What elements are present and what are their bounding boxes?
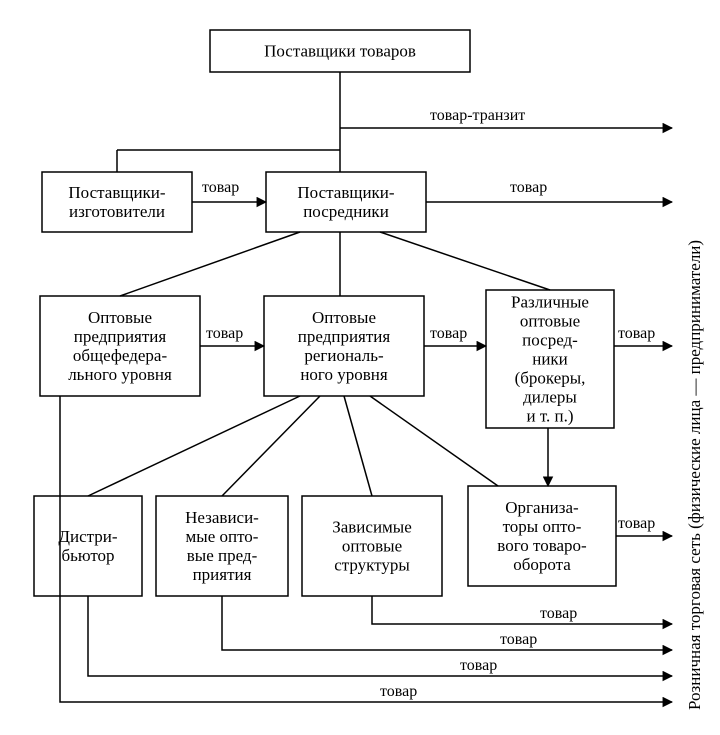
node-top: Поставщики товаров — [210, 30, 470, 72]
edge-l2b-b4 — [370, 396, 498, 486]
edge-mid1-l2a — [120, 232, 300, 296]
node-l2c: Различныеоптовыепосред-ники(брокеры,диле… — [486, 290, 614, 428]
node-top-label: Поставщики товаров — [264, 42, 416, 61]
edge-l2b-b3 — [344, 396, 372, 496]
edge-l2b-b2 — [222, 396, 320, 496]
node-b3-label: Зависимыеоптовыеструктуры — [332, 518, 412, 575]
edge-b2-out-label: товар — [500, 631, 537, 648]
edge-l2b-l2c-label: товар — [430, 325, 467, 342]
node-b2-label: Независи-мые опто-вые пред-приятия — [185, 508, 259, 584]
node-l2a: Оптовыепредприятияобщефедера-льного уров… — [40, 296, 200, 396]
node-mid1: Поставщики-посредники — [266, 172, 426, 232]
edge-l2a-out-label: товар — [380, 683, 417, 700]
supply-flowchart: Розничная торговая сеть (физические лица… — [0, 0, 720, 735]
edge-b1-out-label: товар — [460, 657, 497, 674]
node-b1: Дистри-бьютор — [34, 496, 142, 596]
edge-transit-label: товар-транзит — [430, 107, 525, 124]
edge-b2-out — [222, 596, 672, 650]
node-b2: Независи-мые опто-вые пред-приятия — [156, 496, 288, 596]
edge-b3-out-label: товар — [540, 605, 577, 622]
node-l2b: Оптовыепредприятиярегиональ-ного уровня — [264, 296, 424, 396]
node-left1-label: Поставщики-изготовители — [68, 183, 165, 221]
edge-mid1-l2c — [380, 232, 550, 290]
edge-b3-out — [372, 596, 672, 624]
edge-b4-out-label: товар — [618, 515, 655, 532]
node-mid1-label: Поставщики-посредники — [297, 183, 394, 221]
edge-mid1-out-label: товар — [510, 179, 547, 196]
edge-l2a-l2b-label: товар — [206, 325, 243, 342]
edge-b1-out — [88, 596, 672, 676]
edge-left1-mid1-label: товар — [202, 179, 239, 196]
edge-l2b-b1 — [88, 396, 300, 496]
node-b1-label: Дистри-бьютор — [58, 527, 117, 565]
node-b4: Организа-торы опто-вого товаро-оборота — [468, 486, 616, 586]
node-left1: Поставщики-изготовители — [42, 172, 192, 232]
node-b3: Зависимыеоптовыеструктуры — [302, 496, 442, 596]
side-label: Розничная торговая сеть (физические лица… — [685, 240, 704, 710]
edge-l2c-out-label: товар — [618, 325, 655, 342]
